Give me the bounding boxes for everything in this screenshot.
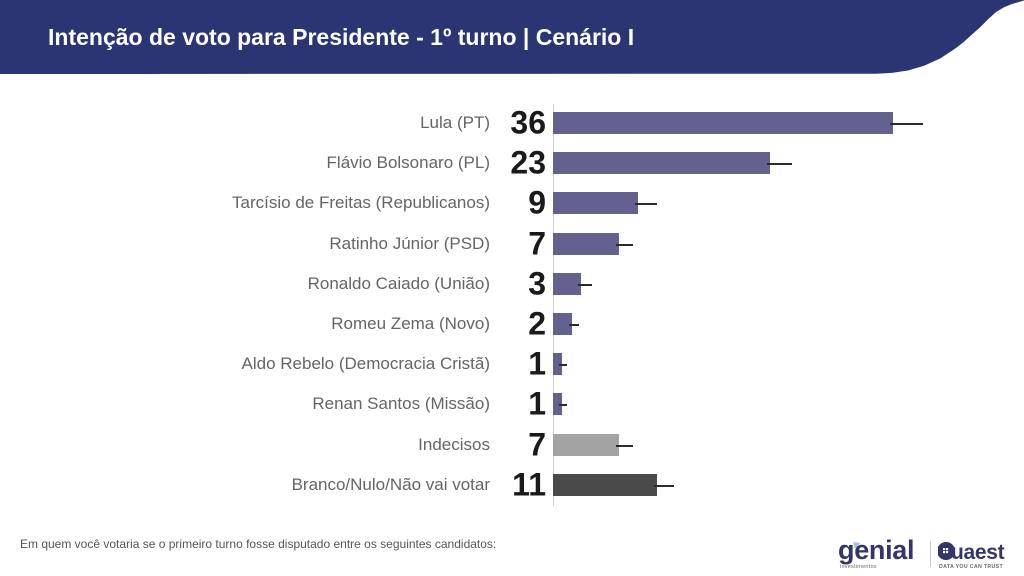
svg-text:DATA YOU CAN TRUST: DATA YOU CAN TRUST	[939, 564, 1004, 569]
svg-text:genial: genial	[838, 539, 914, 565]
svg-text:uaest: uaest	[951, 541, 1005, 564]
svg-text:investimentos: investimentos	[840, 564, 877, 569]
